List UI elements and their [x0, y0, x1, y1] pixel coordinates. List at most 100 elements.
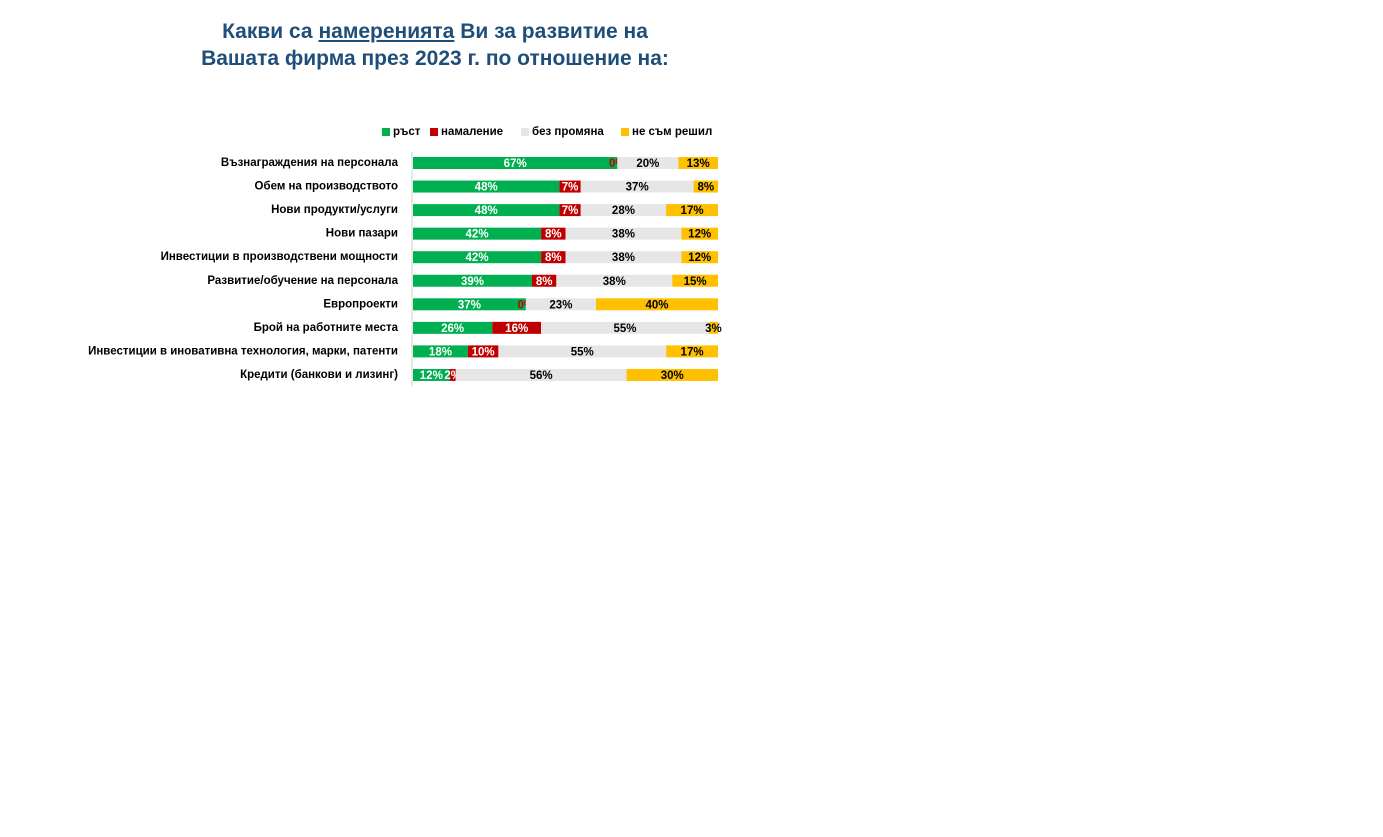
value-label: 7% — [562, 182, 579, 194]
value-label: 37% — [626, 182, 649, 194]
bar-segment — [556, 274, 673, 287]
category-label: Нови продукти/услуги — [271, 204, 398, 216]
bar-segment — [678, 157, 718, 169]
legend-swatch — [430, 128, 438, 136]
category-label: Европроекти — [323, 298, 398, 310]
value-label: 67% — [504, 158, 527, 170]
bar-segment — [666, 204, 718, 217]
bar-segment — [565, 227, 682, 240]
category-label: Възнаграждения на персонала — [221, 157, 399, 169]
value-label: 8% — [545, 229, 562, 241]
value-label: 39% — [461, 276, 484, 288]
category-label: Брой на работните места — [254, 322, 399, 334]
category-label: Кредити (банкови и лизинг) — [240, 369, 398, 381]
value-label: 18% — [429, 346, 452, 358]
bar-segment — [559, 204, 581, 217]
bar-segment — [617, 157, 679, 169]
bar-segment — [413, 180, 560, 193]
bar-segment — [681, 251, 718, 264]
value-label: 40% — [645, 299, 668, 311]
bar-segment — [413, 321, 493, 334]
bar-segment — [525, 298, 596, 311]
category-label: Инвестиции в производствени мощности — [161, 251, 398, 263]
value-label: 10% — [472, 346, 495, 358]
value-label: 26% — [441, 323, 464, 335]
bar-segment — [413, 368, 450, 381]
value-label: 42% — [466, 229, 489, 241]
value-label: 8% — [545, 252, 562, 264]
value-label: 38% — [612, 252, 635, 264]
legend-label: ръст — [393, 126, 421, 138]
bar-segment — [666, 345, 718, 358]
value-label: 30% — [661, 370, 684, 382]
legend-label: не съм решил — [632, 126, 712, 138]
value-label: 13% — [687, 158, 710, 170]
bar-segment — [541, 251, 566, 264]
value-label: 48% — [475, 205, 498, 217]
value-label: 17% — [681, 346, 704, 358]
bar-segment — [413, 157, 618, 169]
category-label: Нови пазари — [326, 228, 398, 240]
bar-segment — [413, 227, 542, 240]
legend-label: без промяна — [532, 126, 604, 138]
bar-segment — [498, 345, 667, 358]
title-part: намеренията — [318, 20, 455, 43]
bar-segment — [681, 227, 718, 240]
bar-segment — [541, 321, 709, 334]
value-label: 8% — [536, 276, 553, 288]
bar-segment — [413, 298, 526, 311]
bar-segment — [467, 345, 499, 358]
bar-segment — [492, 321, 542, 334]
value-label: 28% — [612, 205, 635, 217]
bar-segment — [413, 204, 560, 217]
bar-segment — [596, 298, 718, 311]
bar-segment — [559, 180, 581, 193]
bar-segment — [413, 251, 542, 264]
bar-segment — [413, 345, 468, 358]
bar-segment — [449, 368, 456, 381]
bar-segment — [693, 180, 718, 193]
bar-segment — [413, 274, 532, 287]
value-label: 23% — [549, 299, 572, 311]
bar-segment — [580, 180, 694, 193]
value-label: 15% — [684, 276, 707, 288]
value-label: 55% — [613, 323, 636, 335]
title-part: Ви за развитие на — [460, 20, 648, 43]
bar-segment — [672, 274, 718, 287]
category-label: Инвестиции в иновативна технология, марк… — [88, 345, 398, 357]
value-label: 17% — [681, 205, 704, 217]
category-label: Обем на производството — [255, 181, 398, 193]
title-part: Какви са — [222, 20, 313, 43]
bar-segment — [565, 251, 682, 264]
bar-segment — [541, 227, 566, 240]
value-label: 12% — [688, 252, 711, 264]
title-part: Вашата фирма през 2023 г. по отношение н… — [201, 47, 669, 70]
category-label: Развитие/обучение на персонала — [207, 275, 398, 287]
legend-swatch — [521, 128, 529, 136]
value-label: 3% — [705, 323, 722, 335]
value-label: 38% — [612, 229, 635, 241]
bar-segment — [531, 274, 557, 287]
value-label: 7% — [562, 205, 579, 217]
legend-swatch — [621, 128, 629, 136]
value-label: 37% — [458, 299, 481, 311]
value-label: 12% — [420, 370, 443, 382]
legend-swatch — [382, 128, 390, 136]
value-label: 38% — [603, 276, 626, 288]
bar-segment — [580, 204, 667, 217]
bar-segment — [455, 368, 627, 381]
value-label: 55% — [571, 346, 594, 358]
value-label: 16% — [505, 323, 528, 335]
value-label: 56% — [530, 370, 553, 382]
value-label: 12% — [688, 229, 711, 241]
value-label: 8% — [697, 182, 714, 194]
value-label: 42% — [466, 252, 489, 264]
chart-title: Какви са намеренията Ви за развитие на Ва… — [0, 18, 870, 72]
value-label: 20% — [636, 158, 659, 170]
bar-segment — [708, 321, 718, 334]
value-label: 48% — [475, 182, 498, 194]
bar-segment — [626, 368, 718, 381]
legend-label: намаление — [441, 126, 503, 138]
